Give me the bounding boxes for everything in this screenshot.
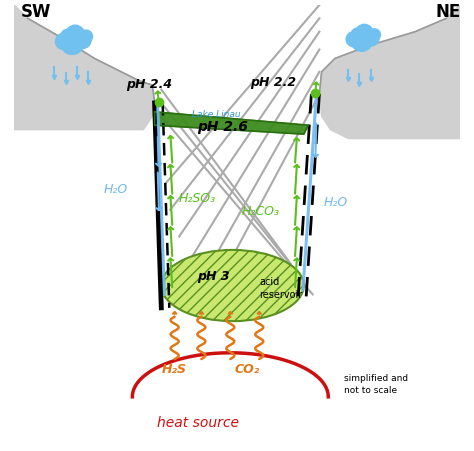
- Circle shape: [369, 30, 381, 41]
- Text: H₂S: H₂S: [161, 363, 186, 376]
- Circle shape: [55, 34, 72, 51]
- Text: H₂O: H₂O: [103, 183, 128, 196]
- Circle shape: [351, 29, 365, 42]
- Text: heat source: heat source: [157, 415, 239, 429]
- Polygon shape: [14, 6, 155, 130]
- Text: Lake Linau: Lake Linau: [192, 110, 241, 119]
- Text: H₂SO₃: H₂SO₃: [179, 192, 216, 204]
- Text: NE: NE: [435, 3, 460, 21]
- Text: pH 2.6: pH 2.6: [197, 120, 248, 133]
- Ellipse shape: [161, 250, 304, 322]
- Text: H₂CO₃: H₂CO₃: [241, 205, 280, 218]
- Text: simplified and
not to scale: simplified and not to scale: [344, 373, 408, 394]
- Circle shape: [61, 32, 84, 55]
- Text: pH 2.2: pH 2.2: [250, 76, 296, 89]
- Circle shape: [61, 30, 75, 45]
- Circle shape: [73, 32, 91, 50]
- Text: acid
reservoir: acid reservoir: [259, 276, 302, 300]
- Circle shape: [346, 33, 361, 48]
- Circle shape: [356, 25, 373, 43]
- Text: SW: SW: [21, 3, 51, 21]
- Circle shape: [363, 31, 379, 47]
- Polygon shape: [319, 6, 460, 139]
- Text: pH 3: pH 3: [197, 269, 229, 282]
- Circle shape: [351, 31, 373, 52]
- Text: CO₂: CO₂: [235, 363, 260, 376]
- Circle shape: [65, 26, 85, 45]
- Text: H₂O: H₂O: [324, 196, 348, 209]
- Polygon shape: [155, 113, 308, 135]
- Text: pH 2.4: pH 2.4: [126, 78, 172, 91]
- Circle shape: [80, 31, 92, 44]
